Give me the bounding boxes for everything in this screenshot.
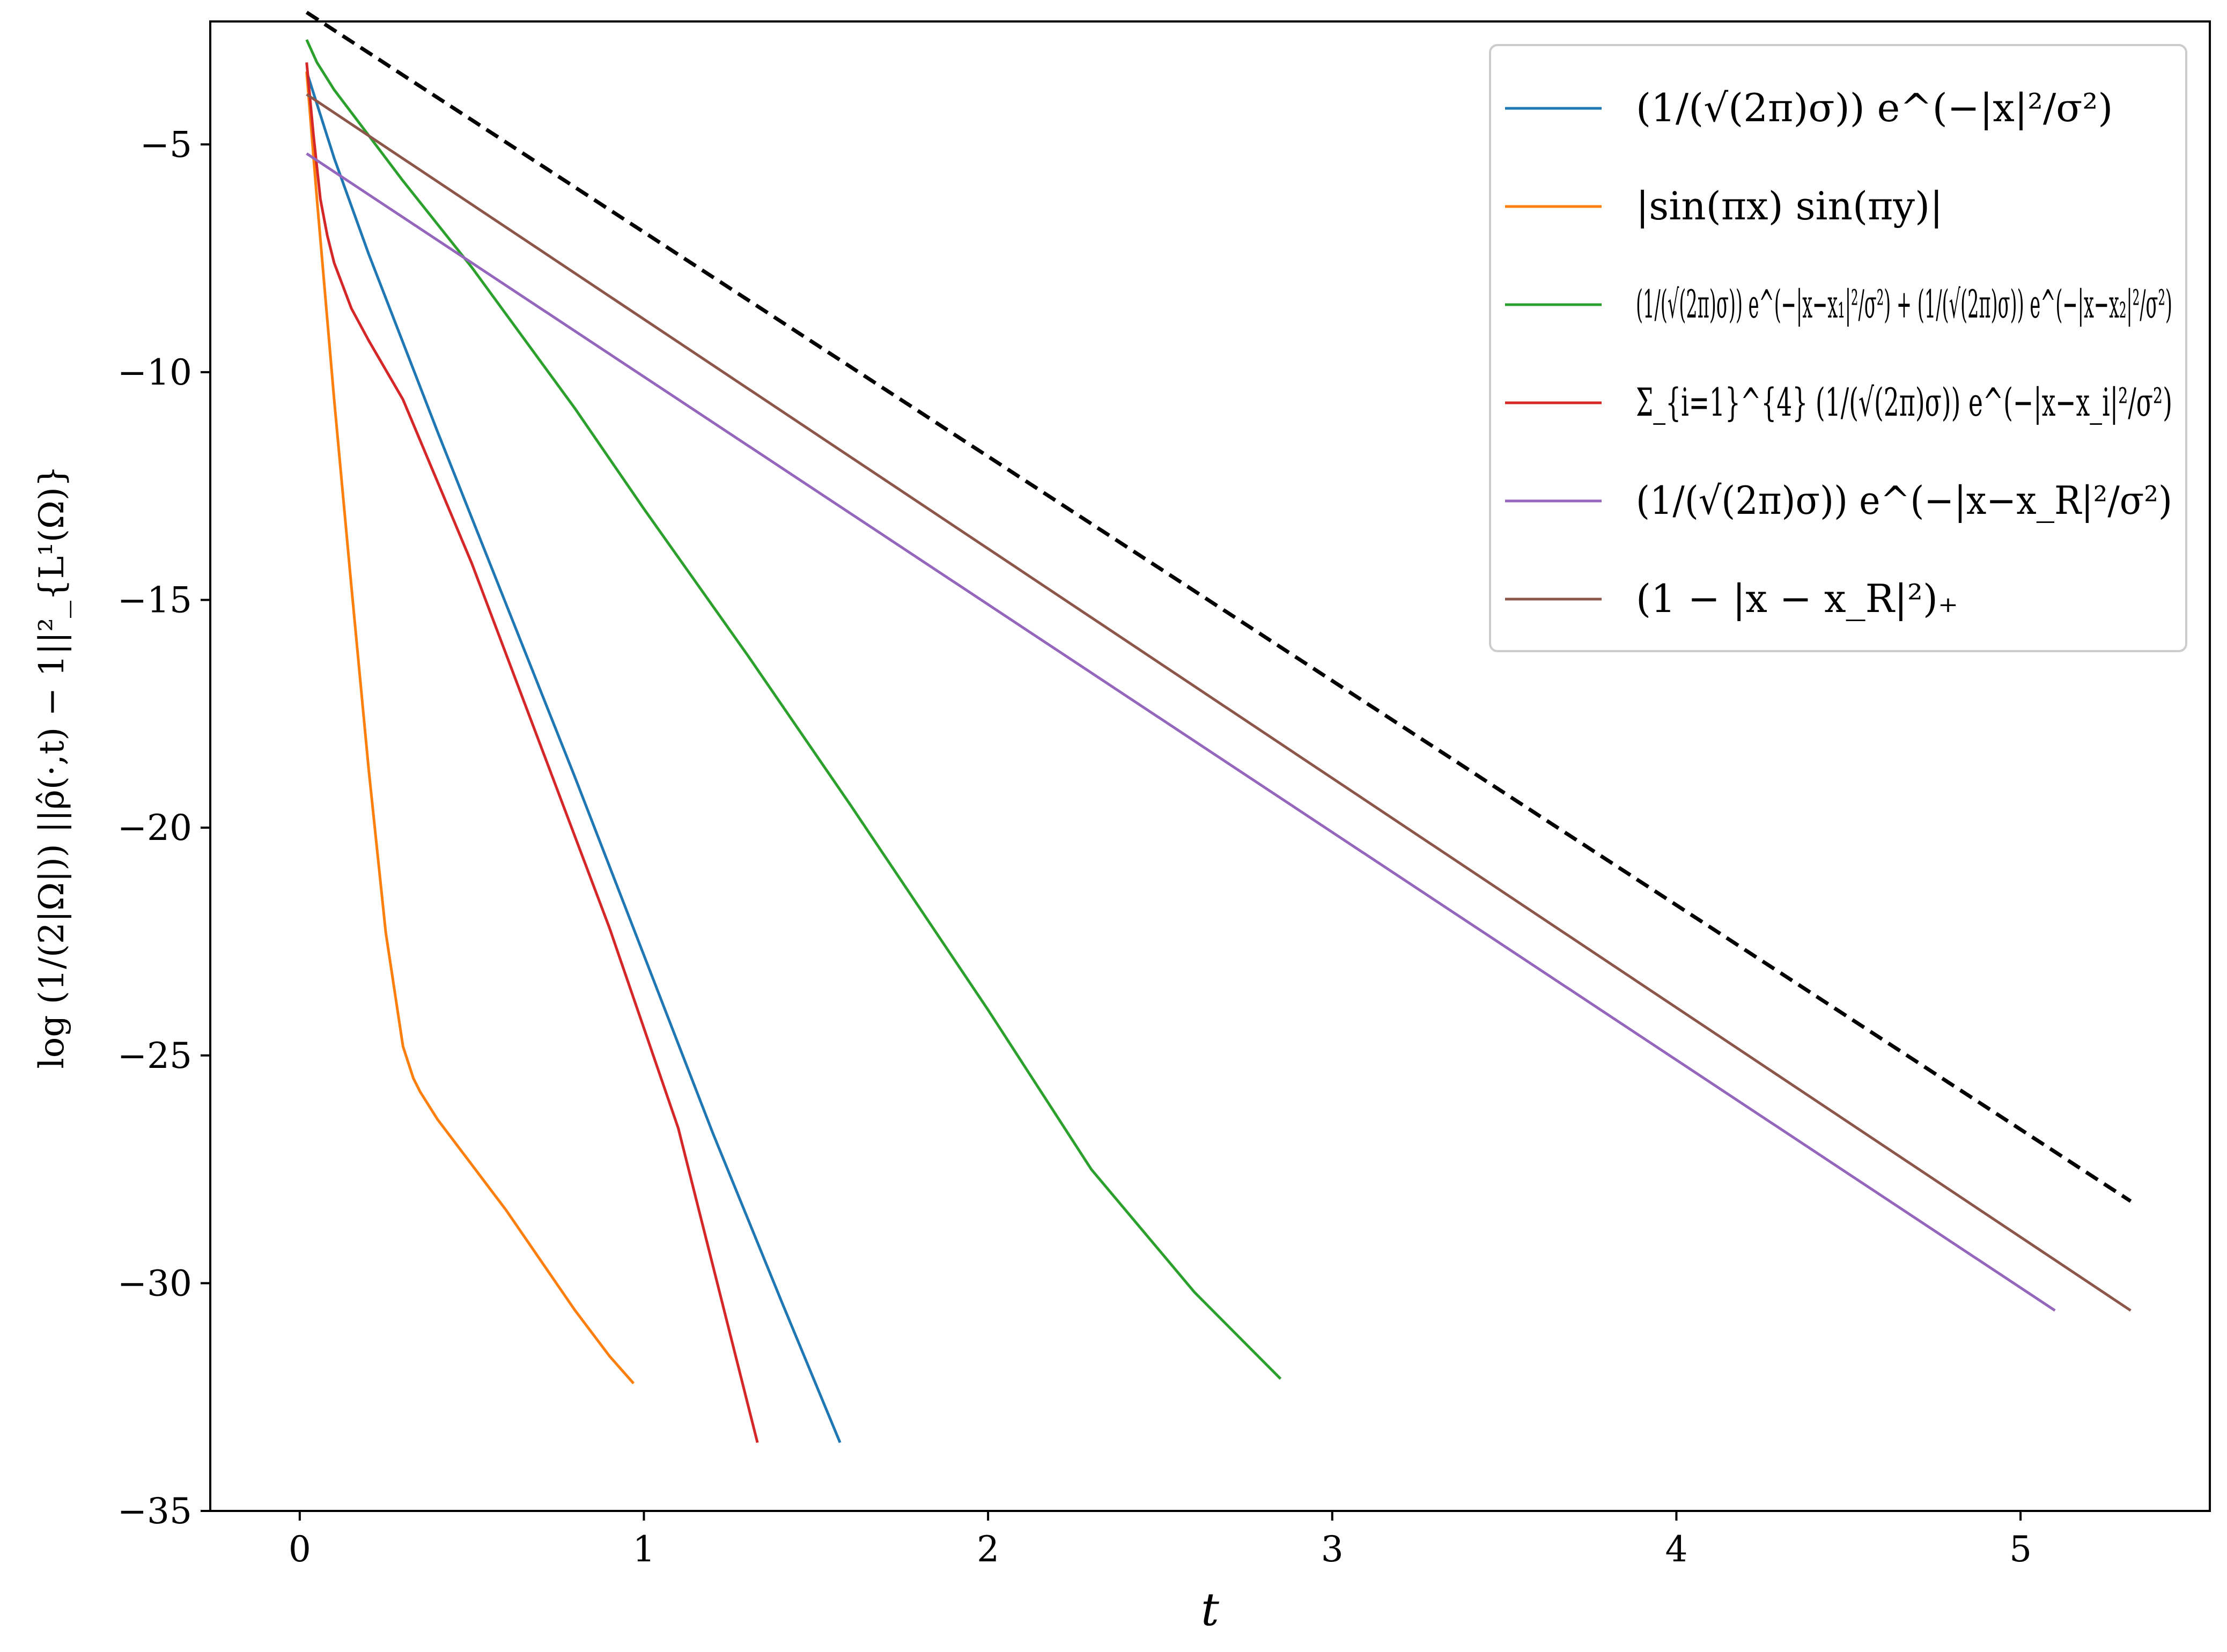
y-tick-label: −25 bbox=[117, 1035, 192, 1076]
y-tick-label: −35 bbox=[117, 1491, 192, 1532]
series-line-1 bbox=[305, 71, 635, 1384]
x-tick-label: 2 bbox=[977, 1529, 999, 1570]
series-line-2 bbox=[305, 39, 1282, 1380]
y-tick-label: −20 bbox=[117, 807, 192, 849]
legend-label: (1 − |x − x_R|²)₊ bbox=[1636, 576, 1958, 621]
series-line-5 bbox=[306, 93, 2132, 1312]
reference-dashed-line bbox=[305, 11, 2132, 1203]
series-line-3 bbox=[305, 62, 759, 1443]
x-axis-label: t bbox=[1201, 1583, 1219, 1636]
y-tick-label: −10 bbox=[117, 352, 192, 393]
legend-items: (1/(√(2π)σ)) e^(−|x|²/σ²) |sin(πx) sin(πy… bbox=[1505, 85, 2172, 621]
y-tick-label: −5 bbox=[140, 124, 192, 165]
series-line-0 bbox=[305, 71, 842, 1443]
legend: (1/(√(2π)σ)) e^(−|x|²/σ²) |sin(πx) sin(πy… bbox=[1489, 44, 2187, 652]
x-tick-label: 4 bbox=[1665, 1529, 1687, 1570]
legend-label: (1/(√(2π)σ)) e^(−|x−x_R|²/σ²) bbox=[1636, 478, 2172, 523]
x-tick-label: 5 bbox=[2009, 1529, 2032, 1570]
legend-label: Σ_{i=1}^{4} (1/(√(2π)σ)) e^(−|x−x_i|²/σ²… bbox=[1636, 380, 2172, 425]
y-tick-label: −15 bbox=[117, 580, 192, 621]
legend-label: (1/(√(2π)σ)) e^(−|x−x₁|²/σ²) + (1/(√(2π)… bbox=[1636, 282, 2172, 327]
series-line-4 bbox=[306, 152, 2056, 1312]
x-tick-label: 0 bbox=[289, 1529, 311, 1570]
y-tick-label: −30 bbox=[117, 1263, 192, 1304]
x-tick-label: 3 bbox=[1321, 1529, 1344, 1570]
series-layer bbox=[305, 11, 2132, 1443]
legend-frame bbox=[1489, 44, 2187, 652]
ticks-layer: 0 1 2 3 4 5 −5 −10 −15 −20 −25 −30 −35 bbox=[117, 124, 2032, 1570]
legend-label: |sin(πx) sin(πy)| bbox=[1636, 183, 1943, 228]
y-axis-label: log (1/(2|Ω|)) ||ρ̂(·,t) − 1||²_{L¹(Ω)} bbox=[32, 465, 72, 1068]
legend-label: (1/(√(2π)σ)) e^(−|x|²/σ²) bbox=[1636, 85, 2113, 130]
x-tick-label: 1 bbox=[632, 1529, 655, 1570]
